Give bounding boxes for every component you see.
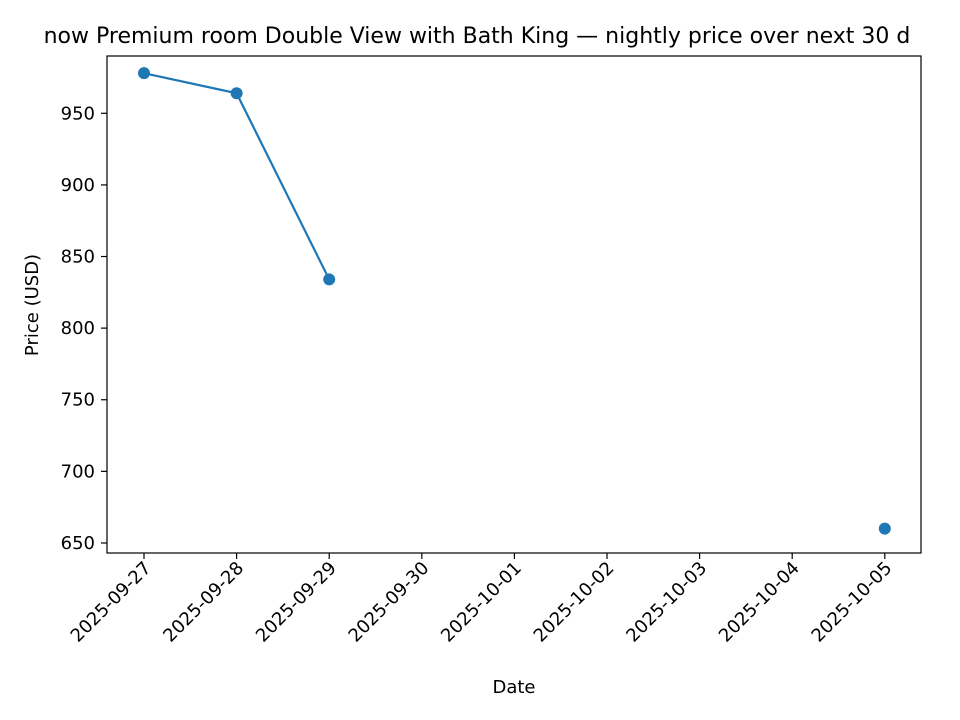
x-tick-label: 2025-09-28 xyxy=(159,558,248,647)
x-tick-label: 2025-10-03 xyxy=(622,558,711,647)
chart-title: now Premium room Double View with Bath K… xyxy=(44,24,911,49)
data-point xyxy=(323,273,336,286)
x-tick-label: 2025-10-04 xyxy=(715,558,804,647)
y-tick-label: 900 xyxy=(61,175,95,196)
x-axis-label: Date xyxy=(492,677,535,698)
y-tick-label: 650 xyxy=(61,533,95,554)
y-tick-label: 800 xyxy=(61,318,95,339)
x-tick-label: 2025-10-05 xyxy=(808,558,897,647)
plot-frame xyxy=(106,55,922,554)
y-tick-label: 750 xyxy=(61,390,95,411)
x-tick-label: 2025-09-30 xyxy=(345,558,434,647)
data-point xyxy=(138,67,150,80)
y-axis-label: Price (USD) xyxy=(22,254,43,356)
data-point xyxy=(878,522,891,535)
x-tick-label: 2025-10-02 xyxy=(530,558,619,647)
x-tick-label: 2025-09-29 xyxy=(252,558,341,647)
x-tick-label: 2025-09-27 xyxy=(67,558,156,647)
data-point xyxy=(230,87,243,100)
y-tick-label: 850 xyxy=(61,247,95,268)
x-tick-label: 2025-10-01 xyxy=(437,558,526,647)
series-line xyxy=(143,72,331,280)
y-tick-label: 700 xyxy=(61,461,95,482)
y-tick-label: 950 xyxy=(61,103,95,124)
